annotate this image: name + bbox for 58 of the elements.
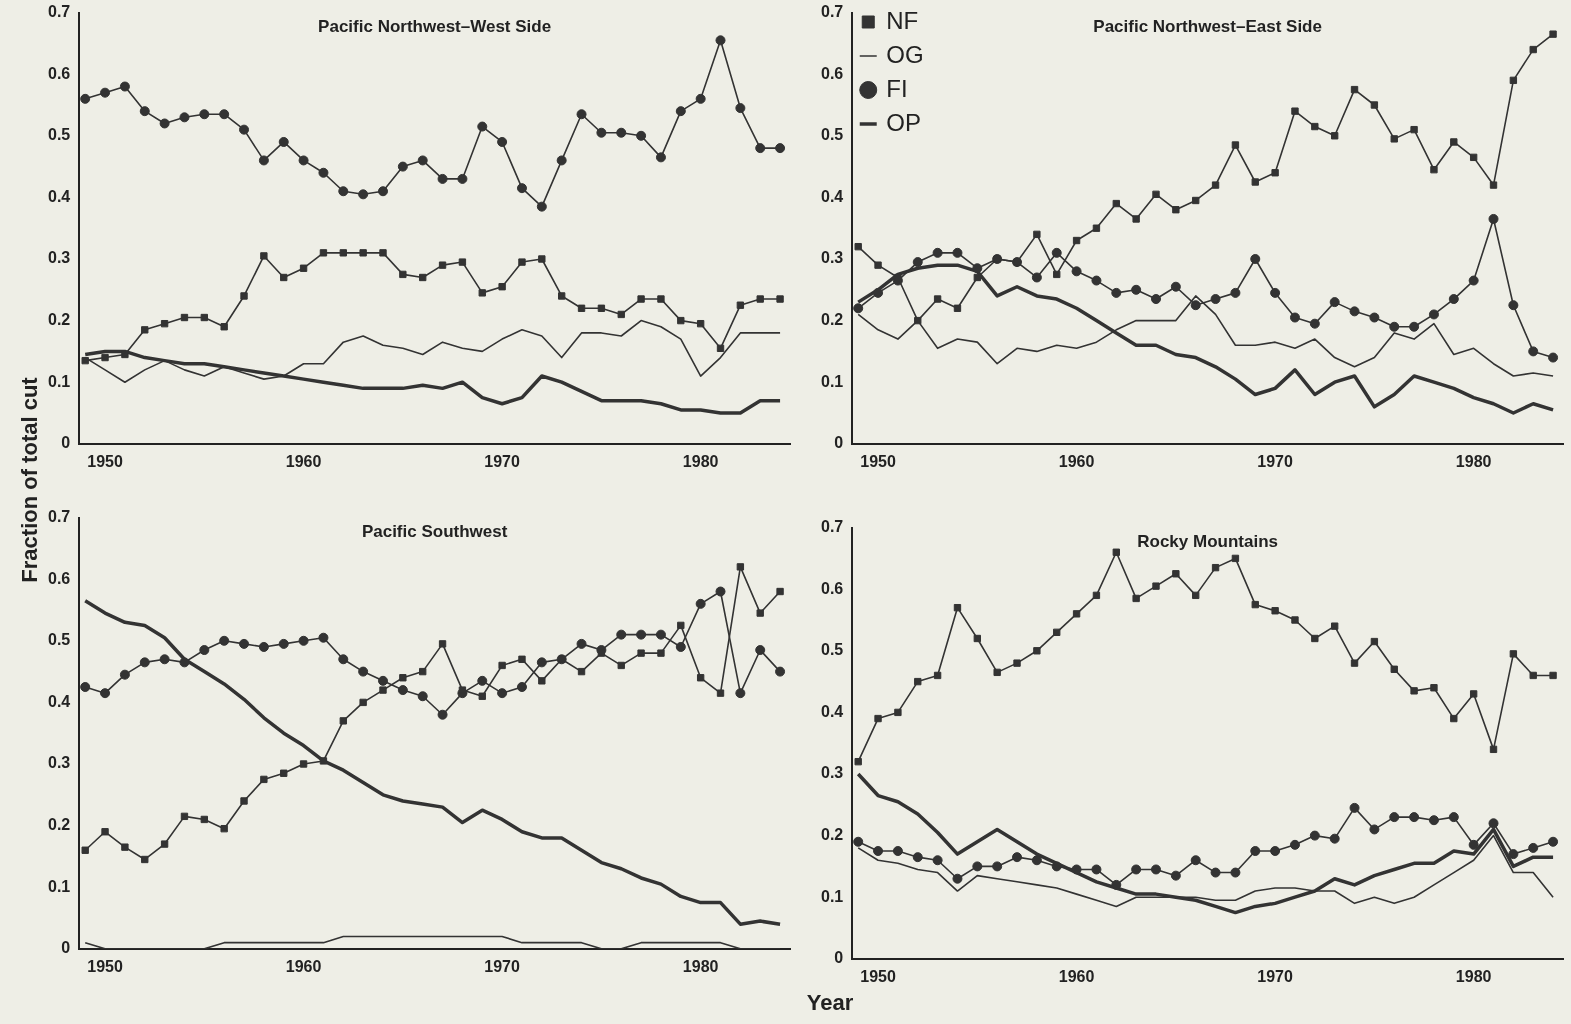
x-tick-label: 1980 [682,957,719,975]
y-tick-label: 0.2 [820,826,844,844]
y-tick-label: 0.4 [47,187,71,205]
y-tick-label: 0.4 [820,187,844,205]
legend-label: OP [886,108,921,136]
y-tick-label: 0.7 [820,3,844,21]
x-tick-label: 1950 [860,452,896,470]
chart-title: Pacific Northwest–East Side [1093,16,1322,36]
y-tick-label: 0.3 [47,249,71,267]
x-tick-label: 1960 [285,957,322,975]
x-tick-label: 1960 [1058,452,1095,470]
x-tick-label: 1950 [860,967,896,985]
y-tick-label: 0.6 [820,579,844,597]
y-tick-label: 0.6 [47,569,71,587]
x-tick-label: 1950 [87,957,123,975]
y-tick-label: 0.5 [47,126,71,144]
y-tick-label: 0.1 [820,372,844,390]
x-tick-label: 1970 [484,957,521,975]
y-tick-label: 0.3 [820,249,844,267]
x-axis-title: Year [806,990,854,1016]
x-tick-label: 1970 [1257,967,1294,985]
y-tick-label: 0 [61,939,71,957]
y-axis-title: Fraction of total cut [17,377,43,583]
chart-title: Pacific Southwest [361,521,508,541]
y-tick-label: 0.3 [820,764,844,782]
y-tick-label: 0.1 [820,887,844,905]
y-tick-label: 0.2 [47,816,71,834]
y-tick-label: 0.7 [47,508,71,526]
x-tick-label: 1960 [1058,967,1095,985]
y-tick-label: 0.7 [47,3,71,21]
x-tick-label: 1970 [484,452,521,470]
y-tick-label: 0.1 [47,877,71,895]
y-tick-label: 0.4 [820,702,844,720]
x-tick-label: 1980 [1455,452,1492,470]
y-tick-label: 0.5 [820,641,844,659]
x-tick-label: 1980 [1455,967,1492,985]
y-tick-label: 0.2 [820,311,844,329]
y-tick-label: 0.3 [47,754,71,772]
y-tick-label: 0.6 [47,64,71,82]
y-tick-label: 0.5 [820,126,844,144]
y-tick-label: 0.1 [47,372,71,390]
x-tick-label: 1950 [87,452,123,470]
x-tick-label: 1980 [682,452,719,470]
legend-label: OG [886,40,924,68]
chart-title: Pacific Northwest–West Side [318,16,552,36]
y-tick-label: 0.7 [820,518,844,536]
y-tick-label: 0 [834,434,844,452]
legend-label: NF [886,6,919,34]
legend-label: FI [886,74,908,102]
y-tick-label: 0.6 [820,64,844,82]
y-tick-label: 0 [61,434,71,452]
x-tick-label: 1970 [1257,452,1294,470]
y-tick-label: 0 [834,949,844,967]
y-tick-label: 0.5 [47,631,71,649]
chart-title: Rocky Mountains [1137,531,1278,551]
y-tick-label: 0.2 [47,311,71,329]
y-tick-label: 0.4 [47,692,71,710]
x-tick-label: 1960 [285,452,322,470]
